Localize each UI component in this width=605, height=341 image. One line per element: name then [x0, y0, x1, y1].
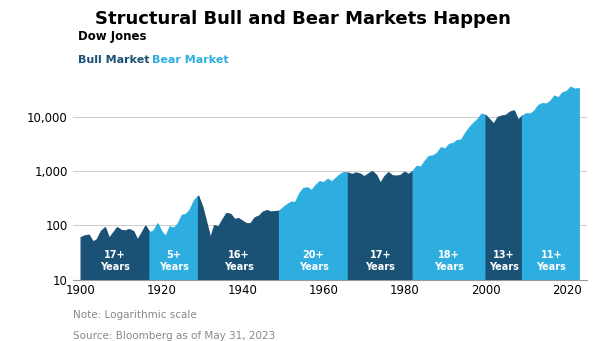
- Text: Bull Market: Bull Market: [77, 55, 157, 64]
- Text: Dow Jones: Dow Jones: [77, 30, 146, 43]
- Text: 17+
Years: 17+ Years: [365, 250, 395, 272]
- Text: 16+
Years: 16+ Years: [224, 250, 253, 272]
- Text: Bear Market: Bear Market: [152, 55, 229, 64]
- Text: 13+
Years: 13+ Years: [489, 250, 518, 272]
- Text: 5+
Years: 5+ Years: [159, 250, 189, 272]
- Text: 11+
Years: 11+ Years: [537, 250, 566, 272]
- Text: 20+
Years: 20+ Years: [299, 250, 329, 272]
- Text: 18+
Years: 18+ Years: [434, 250, 464, 272]
- Text: Source: Bloomberg as of May 31, 2023: Source: Bloomberg as of May 31, 2023: [73, 331, 275, 341]
- Text: 17+
Years: 17+ Years: [100, 250, 130, 272]
- Text: Note: Logarithmic scale: Note: Logarithmic scale: [73, 310, 197, 320]
- Text: Structural Bull and Bear Markets Happen: Structural Bull and Bear Markets Happen: [94, 10, 511, 28]
